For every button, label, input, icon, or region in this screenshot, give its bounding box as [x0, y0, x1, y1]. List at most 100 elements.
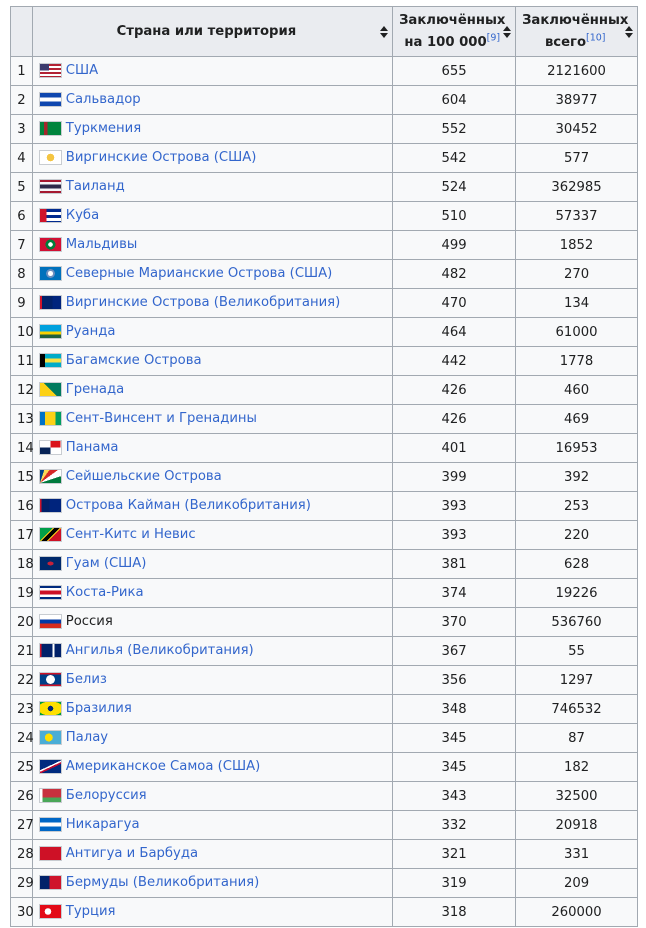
flag-icon[interactable] [38, 904, 62, 920]
total-cell: 1297 [515, 665, 638, 695]
rank-cell: 14 [10, 433, 34, 463]
reference-link[interactable]: [9] [486, 32, 501, 44]
rate-cell: 367 [392, 636, 517, 666]
country-link[interactable]: Багамские Острова [65, 353, 202, 369]
table-row: 21 Ангилья (Великобритания) 367 55 [10, 636, 638, 666]
rate-cell: 345 [392, 723, 517, 753]
country-link[interactable]: Виргинские Острова (США) [65, 150, 257, 166]
flag-icon[interactable] [38, 788, 62, 804]
country-link[interactable]: Мальдивы [65, 237, 138, 253]
flag-icon[interactable] [38, 179, 62, 195]
country-link[interactable]: Турция [65, 904, 116, 920]
total-cell: 209 [515, 868, 638, 898]
table-row: 14 Панама 401 16953 [10, 433, 638, 463]
country-link[interactable]: Панама [65, 440, 119, 456]
total-cell: 57337 [515, 201, 638, 231]
country-link[interactable]: Коста-Рика [65, 585, 144, 601]
flag-icon[interactable] [38, 875, 62, 891]
flag-icon[interactable] [38, 208, 62, 224]
total-cell: 87 [515, 723, 638, 753]
flag-icon[interactable] [38, 759, 62, 775]
country-cell: США [31, 56, 394, 86]
rank-cell: 27 [10, 810, 34, 840]
header-total[interactable]: Заключённых всего[10] [515, 6, 638, 57]
country-link[interactable]: Сальвадор [65, 92, 141, 108]
flag-icon[interactable] [38, 440, 62, 456]
table-header-row: Страна или территория Заключённых на 100… [10, 6, 638, 57]
table-row: 16 Острова Кайман (Великобритания) 393 253 [10, 491, 638, 521]
flag-icon[interactable] [38, 469, 62, 485]
flag-icon[interactable] [38, 92, 62, 108]
country-link[interactable]: Сент-Винсент и Гренадины [65, 411, 257, 427]
country-link[interactable]: Сент-Китс и Невис [65, 527, 196, 543]
country-link[interactable]: Никарагуа [65, 817, 140, 833]
country-link[interactable]: Гренада [65, 382, 125, 398]
rate-cell: 343 [392, 781, 517, 811]
country-link[interactable]: Северные Марианские Острова (США) [65, 266, 333, 282]
rate-cell: 464 [392, 317, 517, 347]
flag-icon[interactable] [38, 498, 62, 514]
country-link[interactable]: Туркмения [65, 121, 142, 137]
flag-icon[interactable] [38, 730, 62, 746]
header-country-label: Страна или территория [116, 23, 297, 39]
country-link[interactable]: Руанда [65, 324, 116, 340]
flag-icon[interactable] [38, 817, 62, 833]
rank-cell: 4 [10, 143, 33, 173]
country-link[interactable]: Таиланд [65, 179, 125, 195]
flag-icon[interactable] [38, 121, 62, 137]
rank-cell: 19 [10, 578, 34, 608]
country-link[interactable]: Сейшельские Острова [65, 469, 222, 485]
country-link[interactable]: Гуам (США) [65, 556, 147, 572]
flag-icon[interactable] [38, 295, 62, 311]
flag-icon[interactable] [38, 556, 62, 572]
table-row: 1 США 655 2121600 [10, 56, 638, 86]
reference-link[interactable]: [10] [586, 32, 606, 44]
flag-icon[interactable] [38, 63, 62, 79]
flag-icon[interactable] [38, 672, 62, 688]
flag-icon[interactable] [38, 382, 62, 398]
table-row: 15 Сейшельские Острова 399 392 [10, 462, 638, 492]
country-link[interactable]: Россия [65, 614, 113, 630]
country-link[interactable]: Острова Кайман (Великобритания) [65, 498, 311, 514]
flag-icon[interactable] [38, 701, 62, 717]
country-link[interactable]: Белиз [65, 672, 107, 688]
flag-icon[interactable] [38, 411, 62, 427]
table-row: 22 Белиз 356 1297 [10, 665, 638, 695]
flag-icon[interactable] [38, 353, 62, 369]
flag-icon[interactable] [38, 527, 62, 543]
country-link[interactable]: Антигуа и Барбуда [65, 846, 199, 862]
total-cell: 20918 [515, 810, 638, 840]
country-link[interactable]: Ангилья (Великобритания) [65, 643, 254, 659]
flag-icon[interactable] [38, 614, 62, 630]
country-link[interactable]: Куба [65, 208, 100, 224]
rank-cell: 26 [10, 781, 34, 811]
flag-icon[interactable] [38, 237, 62, 253]
flag-icon[interactable] [38, 324, 62, 340]
country-link[interactable]: Белоруссия [65, 788, 147, 804]
country-cell: Руанда [31, 317, 394, 347]
country-link[interactable]: Бермуды (Великобритания) [65, 875, 260, 891]
total-cell: 61000 [515, 317, 638, 347]
country-cell: Бразилия [31, 694, 394, 724]
sort-icon[interactable] [380, 25, 389, 39]
country-link[interactable]: Американское Самоа (США) [65, 759, 261, 775]
total-cell: 134 [515, 288, 638, 318]
flag-icon[interactable] [38, 643, 62, 659]
flag-icon[interactable] [38, 846, 62, 862]
country-cell: Сейшельские Острова [31, 462, 394, 492]
country-cell: Северные Марианские Острова (США) [31, 259, 394, 289]
header-country[interactable]: Страна или территория [31, 6, 394, 57]
sort-icon[interactable] [503, 25, 512, 39]
rank-cell: 22 [10, 665, 34, 695]
flag-icon[interactable] [38, 150, 62, 166]
header-rate[interactable]: Заключённых на 100 000[9] [392, 6, 517, 57]
country-link[interactable]: Бразилия [65, 701, 132, 717]
country-link[interactable]: Палау [65, 730, 109, 746]
country-link[interactable]: Виргинские Острова (Великобритания) [65, 295, 341, 311]
sort-icon[interactable] [625, 25, 633, 39]
total-cell: 628 [515, 549, 638, 579]
rank-cell: 20 [10, 607, 34, 637]
country-link[interactable]: США [65, 63, 99, 79]
flag-icon[interactable] [38, 585, 62, 601]
flag-icon[interactable] [38, 266, 62, 282]
